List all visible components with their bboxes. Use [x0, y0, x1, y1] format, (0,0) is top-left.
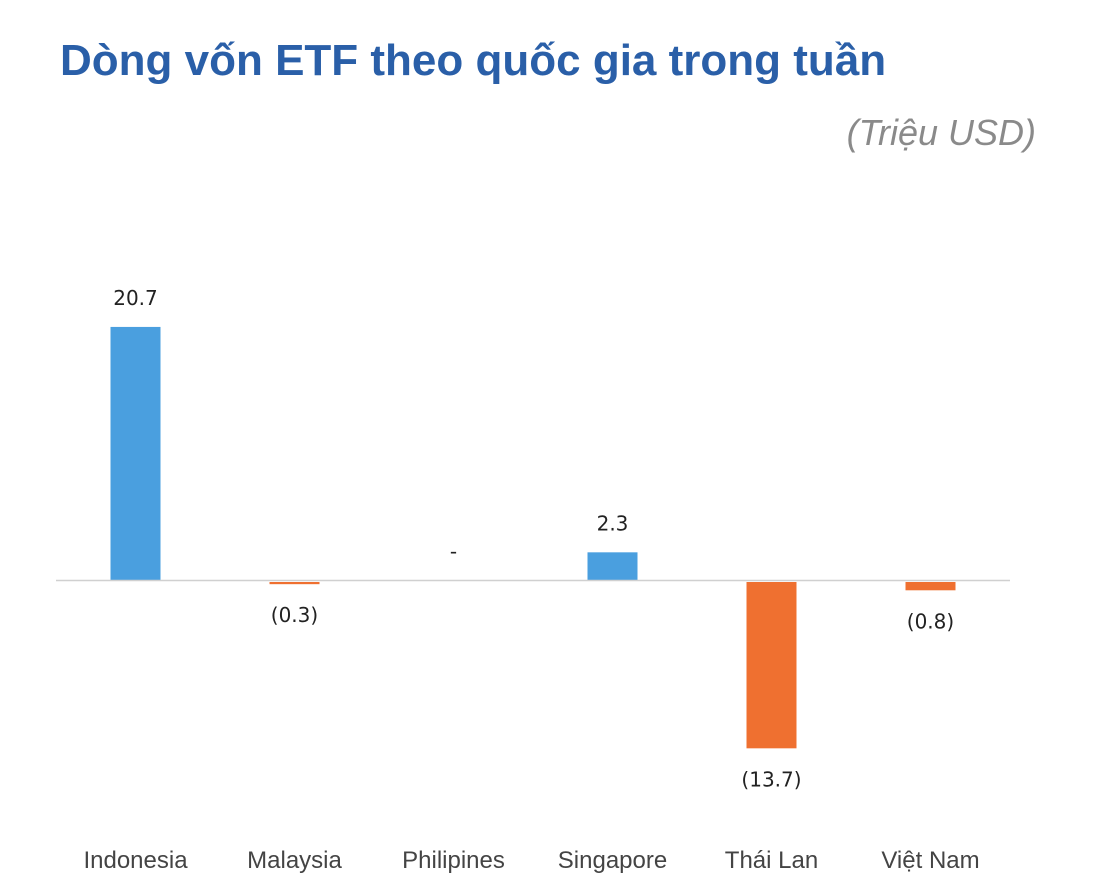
category-labels-group: Indonesia Malaysia Philipines Singapore Thái… — [83, 847, 979, 874]
category-label-philipines: Philipines — [402, 847, 505, 874]
bars-group — [110, 326, 956, 749]
category-label-viet-nam: Việt Nam — [881, 847, 979, 874]
data-label-indonesia: 20.7 — [113, 286, 158, 310]
data-label-philipines: - — [450, 540, 457, 564]
bar-singapore — [587, 552, 638, 581]
data-label-singapore: 2.3 — [597, 511, 629, 535]
data-label-malaysia: (0.3) — [271, 603, 318, 627]
category-label-thai-lan: Thái Lan — [725, 847, 818, 874]
bar-indonesia — [110, 326, 161, 581]
bar-viet-nam — [905, 582, 956, 591]
category-label-malaysia: Malaysia — [247, 847, 342, 874]
category-label-singapore: Singapore — [558, 847, 667, 874]
category-label-indonesia: Indonesia — [83, 847, 188, 874]
data-label-viet-nam: (0.8) — [907, 609, 954, 633]
data-labels-group: 20.7 (0.3) - 2.3 (13.7) (0.8) — [113, 286, 954, 791]
bar-malaysia — [269, 582, 320, 585]
unit-label: (Triệu USD) — [846, 112, 1036, 153]
bar-thai-lan — [746, 582, 797, 749]
data-label-thai-lan: (13.7) — [741, 767, 801, 791]
chart-title: Dòng vốn ETF theo quốc gia trong tuần — [60, 36, 887, 85]
